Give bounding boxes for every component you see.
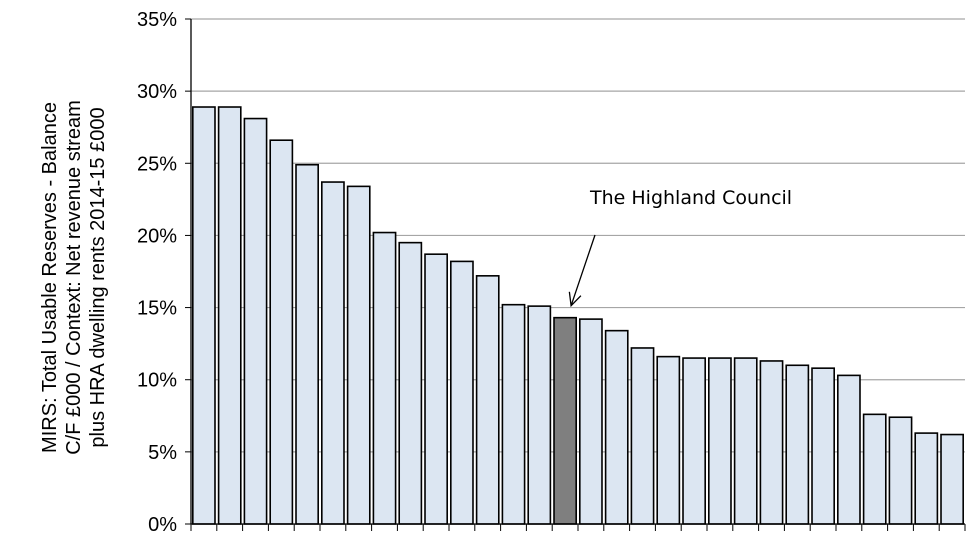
y-tick-label: 20% xyxy=(137,225,177,247)
y-tick-label: 15% xyxy=(137,298,177,320)
bar-highlighted xyxy=(553,316,577,525)
y-axis-label-line: plus HRA dwelling rents 2014-15 £000 xyxy=(87,107,109,447)
y-tick-label: 35% xyxy=(137,9,177,31)
bar xyxy=(785,364,810,525)
y-axis-label: MIRS: Total Usable Reserves - Balance C/F… xyxy=(39,100,109,455)
bar xyxy=(501,303,526,525)
bar xyxy=(759,360,784,525)
bar xyxy=(708,357,732,525)
y-axis-ticks: 0% 5% 10% 15% 20% 25% 30% 35% xyxy=(137,9,191,533)
bar xyxy=(269,139,294,525)
bar xyxy=(579,318,603,525)
bar xyxy=(346,185,371,525)
bar xyxy=(424,253,448,525)
annotation-label: The Highland Council xyxy=(589,187,792,209)
bar xyxy=(837,374,861,525)
bar xyxy=(656,355,681,525)
annotation: The Highland Council xyxy=(568,187,792,308)
bar xyxy=(811,367,835,525)
bar xyxy=(862,413,887,525)
bar xyxy=(940,433,964,525)
y-tick-label: 10% xyxy=(137,370,177,392)
y-tick-label: 5% xyxy=(148,442,177,464)
annotation-arrow xyxy=(570,234,596,306)
bar xyxy=(888,416,913,525)
y-tick-label: 0% xyxy=(148,514,177,533)
bars xyxy=(190,106,966,531)
bar xyxy=(192,106,216,525)
bar xyxy=(450,260,474,525)
y-tick-label: 25% xyxy=(137,153,177,175)
bar xyxy=(398,241,423,525)
y-axis-label-line: C/F £000 / Context: Net revenue stream xyxy=(63,100,85,455)
bar xyxy=(372,231,397,525)
bar xyxy=(243,117,268,525)
gridlines xyxy=(191,18,965,453)
bar xyxy=(604,329,629,525)
axes xyxy=(190,19,965,525)
bar xyxy=(217,106,242,525)
bar xyxy=(914,432,939,525)
bar xyxy=(682,357,706,525)
y-axis-label-line: MIRS: Total Usable Reserves - Balance xyxy=(39,102,61,453)
annotation-arrowhead xyxy=(568,291,582,308)
bar xyxy=(295,163,319,525)
bar xyxy=(321,181,345,525)
bar xyxy=(733,357,758,525)
bar xyxy=(527,305,552,525)
bar xyxy=(630,347,655,525)
bar xyxy=(475,275,500,525)
y-tick-label: 30% xyxy=(137,81,177,103)
